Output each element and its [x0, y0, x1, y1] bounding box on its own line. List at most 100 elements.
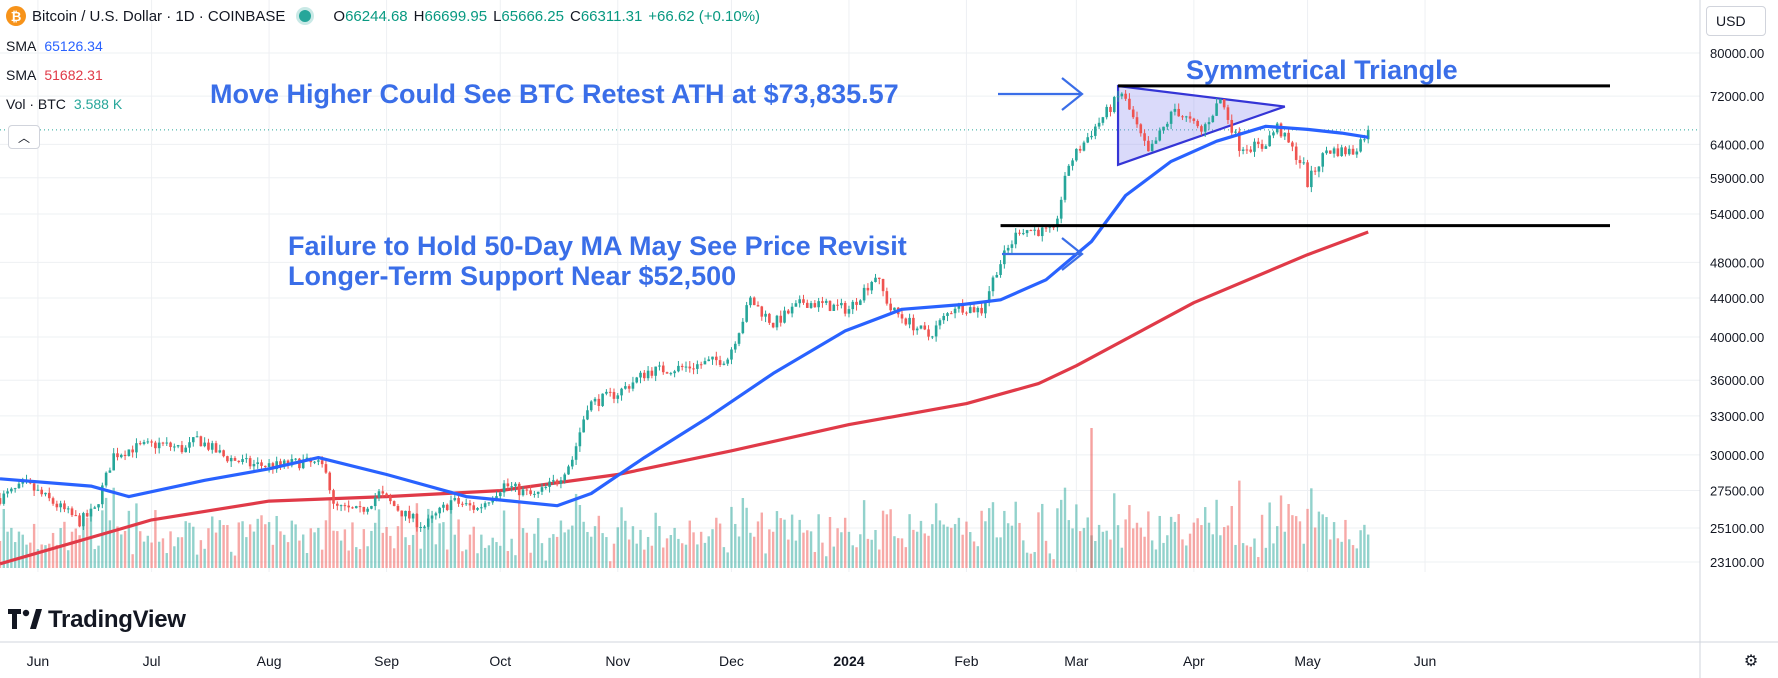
- volume-bar: [438, 523, 441, 568]
- volume-bar: [1086, 517, 1089, 568]
- candle-body: [373, 497, 377, 507]
- volume-bar: [275, 515, 278, 568]
- volume-bar: [559, 520, 563, 568]
- candle-body: [1211, 115, 1215, 123]
- collapse-legend-button[interactable]: ︿: [8, 125, 40, 149]
- candle-body: [154, 442, 157, 449]
- volume-bar: [1116, 525, 1120, 568]
- volume-bar: [1132, 528, 1135, 568]
- volume-bar: [483, 547, 487, 568]
- volume-bar: [578, 505, 582, 568]
- ohlc-value: 66311.31: [580, 7, 643, 25]
- ohlc-value: 65666.25: [501, 7, 564, 25]
- volume-bar: [74, 528, 77, 568]
- candle-body: [97, 504, 100, 508]
- candle-body: [252, 464, 256, 467]
- candle-body: [1359, 139, 1362, 152]
- sma-200-line: [0, 230, 1369, 566]
- volume-bar: [17, 531, 21, 568]
- volume-bar: [1078, 531, 1082, 568]
- volume-bar: [374, 522, 377, 568]
- candle-body: [1188, 116, 1192, 119]
- candle-body: [540, 487, 544, 492]
- volume-bar: [631, 526, 635, 568]
- volume-bar: [1109, 539, 1112, 568]
- symbol-title[interactable]: Bitcoin / U.S. Dollar · 1D · COINBASE: [32, 7, 286, 25]
- volume-bar: [279, 531, 282, 568]
- legend-volume[interactable]: Vol · BTC 3.588 K: [6, 96, 122, 112]
- volume-bar: [1147, 511, 1150, 568]
- volume-bar: [21, 534, 24, 568]
- candle-body: [1283, 132, 1287, 137]
- candle-body: [991, 277, 995, 292]
- price-change: +66.62 (+0.10%): [648, 7, 761, 25]
- candle-body: [1238, 131, 1241, 151]
- volume-bar: [370, 530, 373, 568]
- candle-body: [1112, 97, 1116, 113]
- candle-body: [1196, 120, 1199, 127]
- legend-value: 3.588 K: [73, 96, 123, 112]
- candle-body: [461, 503, 464, 505]
- volume-bar: [597, 515, 601, 568]
- settings-gear-icon[interactable]: ⚙: [1743, 653, 1759, 670]
- candle-body: [673, 371, 676, 374]
- ohlc-key: L: [493, 7, 502, 25]
- candle-body: [419, 526, 422, 528]
- volume-bar: [536, 518, 540, 568]
- volume-bar: [840, 532, 843, 568]
- candle-body: [21, 481, 25, 484]
- volume-bar: [1041, 503, 1044, 568]
- candle-body: [1022, 233, 1025, 235]
- volume-bar: [802, 532, 805, 568]
- candle-body: [343, 505, 347, 507]
- volume-bar: [1276, 526, 1279, 568]
- volume-bar: [673, 527, 676, 568]
- volume-bar: [650, 545, 654, 568]
- candle-body: [457, 498, 460, 504]
- candle-body: [210, 443, 214, 450]
- candle-body: [423, 526, 426, 528]
- tradingview-mark-icon: [8, 609, 42, 629]
- volume-bar: [1037, 512, 1040, 568]
- candle-body: [692, 368, 695, 370]
- candle-body: [135, 443, 138, 453]
- candle-body: [222, 450, 225, 457]
- candle-body: [1245, 149, 1249, 151]
- candle-body: [1184, 116, 1188, 118]
- candle-body: [510, 486, 513, 488]
- candle-body: [1249, 149, 1252, 152]
- candle-body: [790, 306, 794, 314]
- candle-body: [1302, 162, 1306, 164]
- volume-bar: [339, 540, 343, 568]
- volume-bar: [1124, 519, 1127, 568]
- candle-body: [1298, 159, 1302, 164]
- volume-bar: [2, 508, 5, 568]
- candle-body: [476, 508, 479, 510]
- volume-bar: [157, 541, 161, 568]
- candle-body: [718, 360, 722, 365]
- candle-body: [661, 365, 665, 373]
- candle-body: [1105, 106, 1108, 118]
- volume-bar: [745, 507, 748, 568]
- candle-body: [741, 321, 745, 334]
- legend-sma-200[interactable]: SMA 51682.31: [6, 67, 103, 83]
- volume-bar: [923, 533, 926, 568]
- legend-sma-50[interactable]: SMA 65126.34: [6, 38, 103, 54]
- volume-bar: [832, 546, 835, 568]
- volume-bar: [681, 543, 684, 568]
- candle-body: [1029, 230, 1033, 232]
- volume-bar: [608, 561, 612, 568]
- currency-selector[interactable]: USD: [1706, 6, 1766, 36]
- candle-body: [840, 302, 843, 306]
- candle-body: [1040, 227, 1044, 237]
- ohlc-key: H: [413, 7, 425, 25]
- x-tick-label: Apr: [1183, 653, 1205, 669]
- candle-body: [536, 491, 540, 494]
- volume-bar: [912, 529, 915, 568]
- volume-bar: [40, 544, 43, 568]
- volume-bar: [972, 541, 976, 568]
- volume-bar: [1340, 541, 1343, 568]
- volume-bar: [82, 526, 85, 568]
